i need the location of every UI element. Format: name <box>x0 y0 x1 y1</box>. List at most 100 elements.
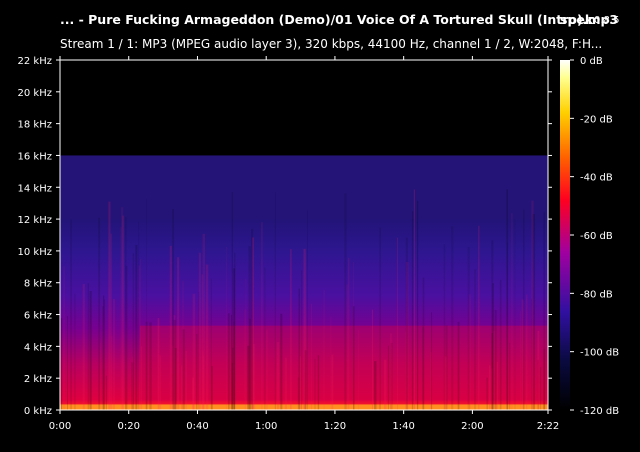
frequency-tick-label: 2 kHz <box>24 374 52 385</box>
spectrogram-streak <box>201 274 204 410</box>
spectrogram-streak <box>491 333 493 410</box>
time-tick-label: 1:00 <box>255 421 277 432</box>
spectrogram-streak <box>98 217 101 410</box>
spectrogram-streak <box>138 222 140 410</box>
spectrogram-streak <box>276 342 280 410</box>
spectrogram-streak <box>532 213 536 410</box>
spectrogram-streak <box>182 329 185 410</box>
spectrogram-streak <box>492 283 494 410</box>
spectrogram-streak <box>248 246 251 410</box>
spectrogram-streak <box>284 357 288 410</box>
spectrogram-streak <box>231 191 233 410</box>
spectrogram-streak <box>299 356 302 410</box>
spectrogram-streak <box>379 227 381 410</box>
colorbar-tick-label: -100 dB <box>580 348 619 359</box>
spectrogram-streak <box>521 299 524 410</box>
spectrogram-streak <box>390 333 392 410</box>
spectrogram-streak <box>245 278 247 410</box>
colorbar-tick-label: -120 dB <box>580 406 619 417</box>
colorbar-gradient <box>560 60 570 410</box>
spectrogram-streak <box>110 233 112 410</box>
spectrogram-streak <box>405 261 409 410</box>
spectrogram-streak <box>304 350 307 410</box>
spectrogram-streak <box>493 330 495 410</box>
spectrogram-streak <box>301 270 303 410</box>
spectrogram-streak <box>113 299 115 410</box>
spectrogram-streak <box>120 227 122 410</box>
spectrogram-streak <box>131 362 134 410</box>
spectrogram-streak <box>172 208 175 410</box>
spectrogram-streak <box>317 355 320 410</box>
spectrogram-streak <box>443 244 446 410</box>
spectrogram-streak <box>457 321 460 410</box>
spectrogram-streak <box>181 365 183 410</box>
spectrogram-streak <box>172 345 175 410</box>
spectrogram-streak <box>249 318 251 410</box>
spectrogram-streak <box>374 361 377 410</box>
spectrogram-streak <box>149 322 152 410</box>
spectrogram-streak <box>311 303 312 410</box>
spectrogram-streak <box>111 335 113 410</box>
spectrogram-streak <box>211 366 214 410</box>
spectrogram-streak <box>131 356 134 410</box>
spectrogram-streak <box>261 222 263 410</box>
spectrogram-streak <box>358 329 360 410</box>
time-tick-label: 1:20 <box>324 421 346 432</box>
spectrogram-streak <box>274 192 276 410</box>
spectrogram-streak <box>303 248 306 410</box>
frequency-tick-label: 14 kHz <box>18 183 52 194</box>
spectrogram-streak <box>520 310 522 410</box>
spectrogram-streak <box>125 216 127 410</box>
spectrogram-streak <box>230 314 232 410</box>
spectrogram-streak <box>444 356 447 410</box>
spectrogram-streak <box>486 377 488 410</box>
spectrogram-streak <box>301 324 302 410</box>
spectrogram-streak <box>405 237 408 410</box>
spectrogram-streak <box>331 354 334 410</box>
spectrogram-streak <box>405 331 406 410</box>
spectrogram-streak <box>477 225 480 410</box>
spectrogram-streak <box>411 211 414 410</box>
spectrogram-streak <box>251 228 254 410</box>
frequency-tick-label: 6 kHz <box>24 311 52 322</box>
frequency-tick-label: 18 kHz <box>18 120 52 131</box>
frequency-tick-label: 22 kHz <box>18 56 52 67</box>
spectrogram-streak <box>196 333 198 410</box>
decibel-colorbar: 0 dB -20 dB -40 dB -60 dB -80 dB -100 dB -120 … <box>560 56 619 417</box>
spectrogram-streak <box>121 207 124 410</box>
spectrogram-streak <box>247 345 250 410</box>
time-tick-label: 2:00 <box>461 421 483 432</box>
frequency-tick-label: 4 kHz <box>24 342 52 353</box>
spectrogram-streak <box>225 246 227 410</box>
spectrogram-streak <box>346 284 349 410</box>
spectrogram-streak <box>105 375 107 410</box>
spectrogram-streak <box>384 359 387 410</box>
spectrogram-streak <box>177 257 180 410</box>
colorbar-tick-label: -40 dB <box>580 173 613 184</box>
spectrogram-streak <box>298 288 300 410</box>
spectrogram-streak <box>509 342 511 410</box>
spectrogram-streak <box>233 321 235 410</box>
spectrogram-streak <box>413 189 415 410</box>
spectrogram-streak <box>104 299 105 410</box>
spectrogram-streak <box>159 355 162 410</box>
spectrogram-band <box>140 325 548 401</box>
time-axis: 0:00 0:20 0:40 1:00 1:20 1:40 2:00 2:22 <box>49 56 559 432</box>
spectrogram-streak <box>138 265 140 410</box>
time-tick-label: 0:40 <box>186 421 208 432</box>
spectrogram-streak <box>89 291 92 410</box>
spectrogram-streak <box>231 362 233 410</box>
time-tick-label: 0:20 <box>117 421 139 432</box>
plot-frame <box>59 59 549 411</box>
spectrogram-streak <box>140 259 141 410</box>
spectrogram-streak <box>280 313 283 410</box>
spectrogram-streak <box>451 226 454 410</box>
app-version: 0.8.5 <box>594 15 620 26</box>
spectrogram-streak <box>198 252 201 410</box>
spectrogram-streak <box>523 209 525 410</box>
spectrogram-streak <box>297 377 300 410</box>
spectrogram-streak <box>202 355 204 410</box>
spectrogram-streak <box>67 316 68 410</box>
spectrogram-streak <box>353 261 354 410</box>
